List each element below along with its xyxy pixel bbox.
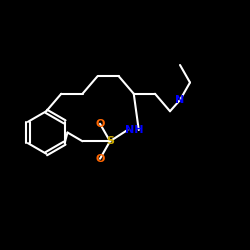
Text: S: S xyxy=(106,136,114,146)
Text: NH: NH xyxy=(124,125,143,135)
Text: O: O xyxy=(95,154,105,164)
Text: O: O xyxy=(95,119,105,129)
Text: N: N xyxy=(176,95,184,105)
